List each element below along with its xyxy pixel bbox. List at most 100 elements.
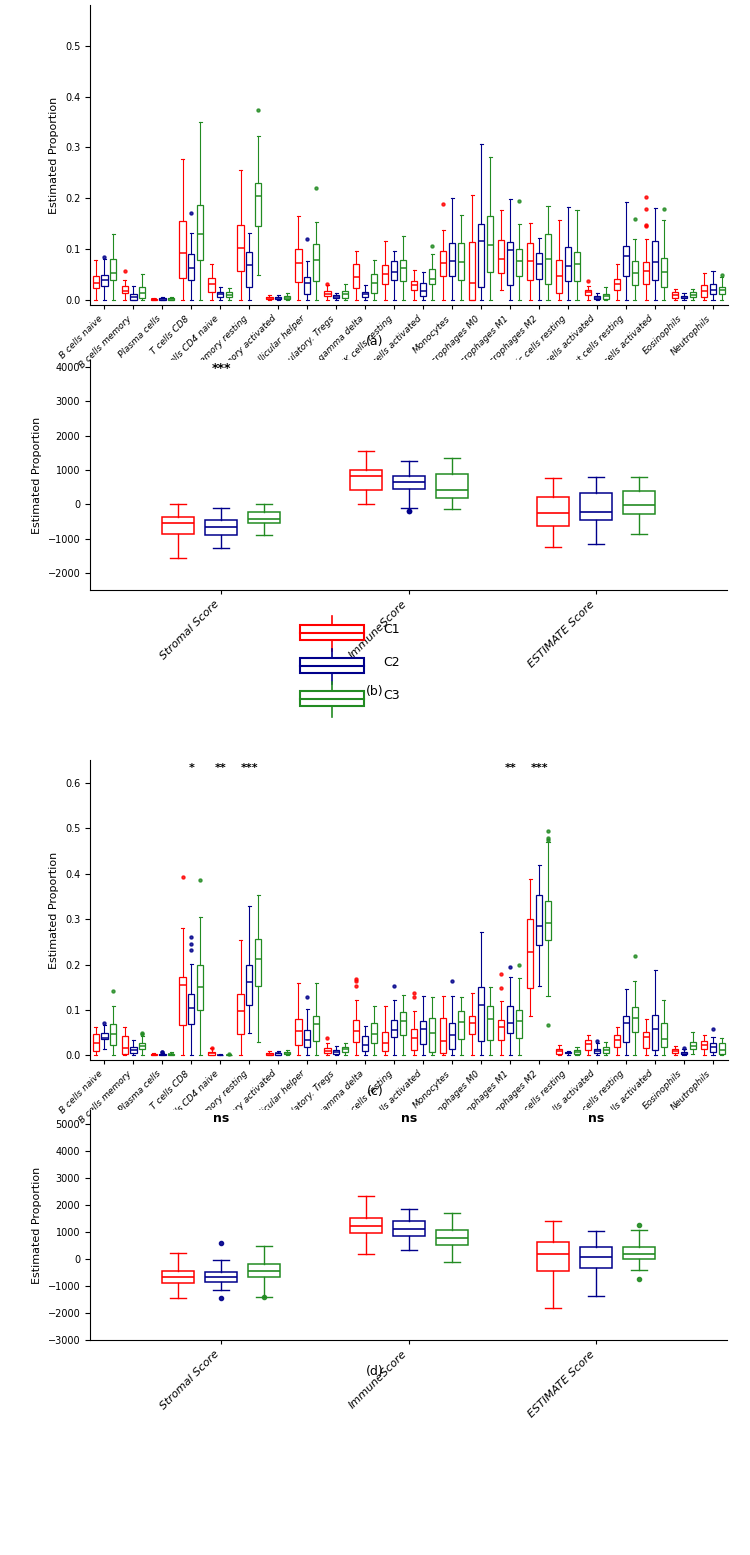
- PathPatch shape: [266, 1053, 272, 1056]
- PathPatch shape: [362, 292, 368, 297]
- PathPatch shape: [304, 277, 310, 294]
- PathPatch shape: [623, 246, 629, 275]
- PathPatch shape: [255, 939, 261, 986]
- PathPatch shape: [672, 1048, 678, 1053]
- PathPatch shape: [614, 1036, 620, 1047]
- PathPatch shape: [393, 476, 424, 490]
- PathPatch shape: [516, 249, 522, 275]
- PathPatch shape: [217, 292, 223, 297]
- PathPatch shape: [275, 1053, 281, 1054]
- PathPatch shape: [392, 261, 398, 280]
- PathPatch shape: [470, 1015, 476, 1034]
- PathPatch shape: [690, 1042, 696, 1050]
- PathPatch shape: [342, 291, 348, 297]
- PathPatch shape: [284, 1053, 290, 1054]
- PathPatch shape: [440, 250, 446, 277]
- PathPatch shape: [411, 280, 418, 289]
- PathPatch shape: [197, 205, 203, 260]
- PathPatch shape: [449, 244, 455, 277]
- PathPatch shape: [333, 1050, 339, 1054]
- PathPatch shape: [304, 1029, 310, 1048]
- PathPatch shape: [162, 518, 194, 533]
- PathPatch shape: [393, 1221, 424, 1236]
- Text: ns: ns: [213, 1112, 230, 1126]
- PathPatch shape: [672, 292, 678, 299]
- PathPatch shape: [179, 977, 186, 1025]
- PathPatch shape: [429, 269, 435, 285]
- PathPatch shape: [400, 1012, 406, 1036]
- PathPatch shape: [324, 291, 331, 295]
- PathPatch shape: [652, 1015, 658, 1050]
- PathPatch shape: [382, 1031, 388, 1051]
- PathPatch shape: [275, 297, 281, 299]
- PathPatch shape: [478, 987, 484, 1042]
- PathPatch shape: [681, 295, 687, 299]
- PathPatch shape: [681, 1053, 687, 1054]
- Text: ns: ns: [400, 1112, 417, 1126]
- PathPatch shape: [101, 275, 107, 286]
- Text: **: **: [214, 764, 226, 773]
- FancyBboxPatch shape: [300, 658, 364, 673]
- PathPatch shape: [565, 247, 572, 281]
- PathPatch shape: [248, 1264, 280, 1277]
- PathPatch shape: [110, 1023, 116, 1045]
- PathPatch shape: [140, 286, 146, 299]
- PathPatch shape: [324, 1048, 331, 1053]
- PathPatch shape: [206, 519, 237, 535]
- PathPatch shape: [350, 1218, 382, 1233]
- PathPatch shape: [122, 1036, 128, 1054]
- Y-axis label: Estimated Proportion: Estimated Proportion: [32, 417, 42, 533]
- PathPatch shape: [487, 1006, 493, 1040]
- PathPatch shape: [574, 1050, 580, 1054]
- PathPatch shape: [718, 1043, 725, 1054]
- PathPatch shape: [209, 1053, 214, 1054]
- PathPatch shape: [248, 512, 280, 522]
- Text: ***: ***: [530, 764, 548, 773]
- PathPatch shape: [498, 1020, 505, 1040]
- Text: ns: ns: [588, 1112, 604, 1126]
- PathPatch shape: [603, 1047, 609, 1053]
- PathPatch shape: [623, 1247, 656, 1260]
- PathPatch shape: [701, 1040, 707, 1050]
- PathPatch shape: [507, 1006, 513, 1033]
- PathPatch shape: [179, 221, 186, 278]
- Y-axis label: Estimated Proportion: Estimated Proportion: [50, 852, 59, 969]
- PathPatch shape: [536, 253, 542, 278]
- PathPatch shape: [556, 260, 562, 294]
- PathPatch shape: [342, 1047, 348, 1051]
- PathPatch shape: [188, 255, 194, 280]
- PathPatch shape: [623, 491, 656, 513]
- PathPatch shape: [400, 261, 406, 281]
- PathPatch shape: [362, 1036, 368, 1051]
- PathPatch shape: [574, 252, 580, 281]
- PathPatch shape: [440, 1017, 446, 1053]
- PathPatch shape: [436, 1230, 468, 1244]
- PathPatch shape: [284, 297, 290, 299]
- PathPatch shape: [594, 1048, 600, 1053]
- PathPatch shape: [266, 297, 272, 299]
- FancyBboxPatch shape: [300, 690, 364, 706]
- PathPatch shape: [487, 216, 493, 272]
- PathPatch shape: [392, 1020, 398, 1037]
- PathPatch shape: [197, 964, 203, 1011]
- PathPatch shape: [536, 896, 542, 945]
- PathPatch shape: [643, 1033, 650, 1048]
- PathPatch shape: [661, 258, 667, 288]
- PathPatch shape: [537, 1242, 569, 1270]
- Text: (d): (d): [366, 1365, 384, 1378]
- PathPatch shape: [718, 286, 725, 294]
- PathPatch shape: [632, 1008, 638, 1033]
- PathPatch shape: [333, 294, 339, 299]
- PathPatch shape: [594, 295, 600, 299]
- PathPatch shape: [545, 233, 551, 285]
- Text: ***: ***: [211, 362, 231, 375]
- PathPatch shape: [255, 183, 261, 225]
- PathPatch shape: [603, 294, 609, 300]
- PathPatch shape: [498, 239, 505, 274]
- PathPatch shape: [470, 243, 476, 300]
- PathPatch shape: [314, 1015, 320, 1040]
- PathPatch shape: [507, 243, 513, 285]
- PathPatch shape: [140, 1043, 146, 1048]
- PathPatch shape: [238, 225, 244, 271]
- PathPatch shape: [661, 1023, 667, 1047]
